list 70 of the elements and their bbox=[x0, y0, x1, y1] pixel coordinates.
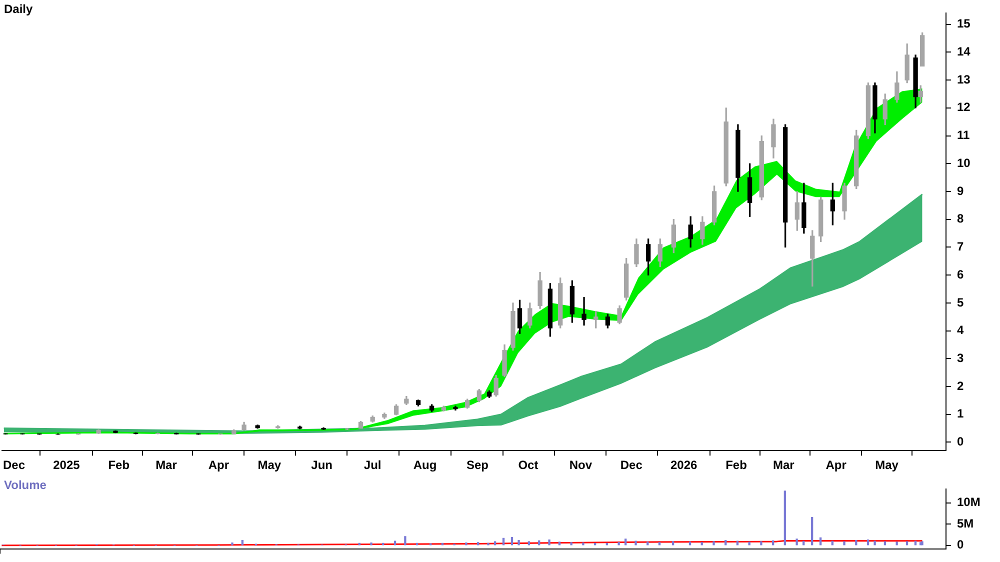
y-tick-label: 14 bbox=[957, 44, 971, 59]
x-tick-label: Mar bbox=[772, 458, 795, 472]
y-tick-label: 10M bbox=[957, 495, 980, 510]
bar bbox=[510, 536, 514, 546]
bar bbox=[843, 541, 846, 546]
y-tick-label: 2 bbox=[957, 378, 964, 393]
y-tick-label: 3 bbox=[957, 350, 964, 365]
y-tick-label: 7 bbox=[957, 240, 964, 254]
bar bbox=[810, 516, 814, 546]
x-tick-label: May bbox=[258, 458, 282, 472]
y-tick-label: 5 bbox=[957, 295, 964, 310]
y-tick-label: 5M bbox=[957, 516, 974, 530]
x-tick-label: Dec bbox=[620, 458, 643, 472]
x-tick-label: Feb bbox=[726, 458, 747, 472]
y-tick-label: 11 bbox=[957, 128, 970, 142]
x-tick-label: Jun bbox=[311, 458, 333, 472]
x-tick-label: May bbox=[875, 458, 899, 472]
bar bbox=[528, 541, 530, 546]
x-tick-label: Oct bbox=[518, 458, 538, 472]
chart-title: Daily bbox=[4, 2, 33, 16]
bar bbox=[487, 542, 490, 546]
bar bbox=[494, 541, 496, 546]
x-tick-label: Dec bbox=[3, 458, 26, 472]
x-tick-label: Aug bbox=[413, 458, 437, 472]
bar bbox=[646, 542, 649, 546]
bar bbox=[688, 542, 692, 546]
bar bbox=[618, 542, 620, 546]
bar bbox=[896, 542, 898, 546]
x-tick-label: Sep bbox=[466, 458, 488, 472]
bar bbox=[582, 542, 584, 546]
chart-title: Volume bbox=[4, 478, 46, 492]
x-tick-label: 2025 bbox=[53, 458, 80, 472]
bar bbox=[370, 542, 372, 546]
bar bbox=[712, 541, 715, 546]
bar bbox=[634, 540, 637, 546]
bar bbox=[548, 540, 550, 546]
bar bbox=[760, 541, 762, 546]
y-tick-label: 4 bbox=[957, 323, 964, 338]
y-tick-label: 9 bbox=[957, 184, 964, 198]
bar bbox=[518, 540, 520, 546]
bar bbox=[558, 542, 561, 546]
y-tick-label: 0 bbox=[957, 434, 964, 449]
y-tick-label: 6 bbox=[957, 267, 964, 282]
bar bbox=[796, 538, 798, 546]
bar bbox=[404, 536, 406, 546]
y-tick-label: 10 bbox=[957, 156, 971, 170]
y-tick-label: 1 bbox=[957, 406, 964, 421]
bar bbox=[231, 542, 234, 546]
y-tick-label: 0 bbox=[957, 538, 964, 552]
bar bbox=[672, 541, 674, 546]
bar bbox=[866, 540, 870, 546]
x-tick-label: 2026 bbox=[670, 458, 698, 472]
x-tick-label: Jul bbox=[364, 458, 382, 472]
bar bbox=[465, 542, 468, 546]
bar bbox=[570, 542, 572, 546]
y-tick-label: 15 bbox=[957, 16, 971, 31]
bar bbox=[748, 542, 750, 546]
x-tick-label: Mar bbox=[156, 458, 178, 472]
bar bbox=[624, 538, 627, 546]
x-tick-label: Nov bbox=[569, 458, 592, 472]
bar bbox=[874, 540, 876, 546]
x-tick-label: Apr bbox=[826, 458, 847, 472]
bar bbox=[884, 541, 886, 546]
y-tick-label: 8 bbox=[957, 212, 964, 226]
bar bbox=[784, 490, 786, 546]
x-tick-label: Apr bbox=[208, 458, 230, 472]
y-tick-label: 12 bbox=[957, 100, 971, 114]
y-tick-label: 13 bbox=[957, 72, 971, 86]
bar bbox=[906, 541, 908, 546]
x-tick-label: Feb bbox=[108, 458, 130, 472]
